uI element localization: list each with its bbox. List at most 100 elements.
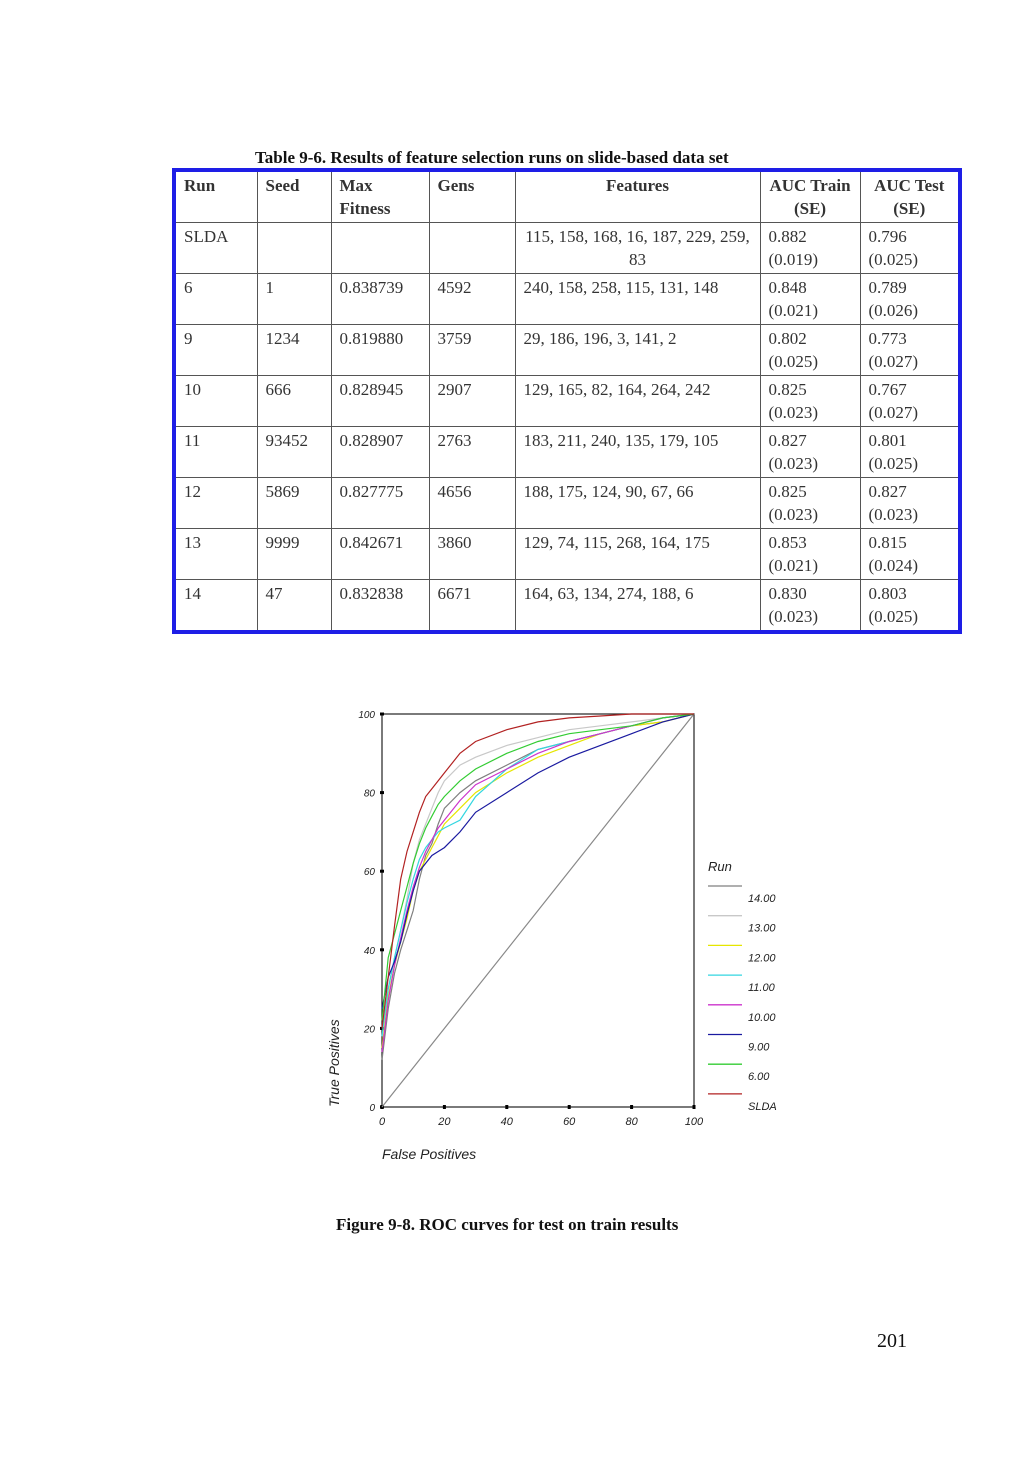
- gens-cell: 4592: [428, 273, 516, 325]
- seed-cell: [256, 222, 332, 274]
- roc-chart-svg: 0 20 40 60 80 100 0 20 40 60 80 100 False Positives T…: [326, 710, 777, 1162]
- auc-train-value: 0.827: [768, 431, 807, 450]
- table-row: 11 93452 0.828907 2763 183, 211, 240, 135, 1…: [173, 426, 961, 478]
- run-cell: 14: [173, 579, 258, 633]
- run-cell: 6: [173, 273, 258, 325]
- seed-cell: 47: [256, 579, 332, 633]
- auc-train-cell: 0.802 (0.025): [759, 324, 861, 376]
- gens-cell: 3860: [428, 528, 516, 580]
- series-line: [381, 713, 695, 1029]
- auc-test-se: (0.027): [868, 352, 919, 371]
- auc-train-cell: 0.825 (0.023): [759, 477, 861, 529]
- auc-train-value: 0.825: [768, 380, 807, 399]
- series-line: [381, 713, 695, 1037]
- series-line: [381, 713, 695, 1009]
- seed-cell: 9999: [256, 528, 332, 580]
- table-row: 6 1 0.838739 4592 240, 158, 258, 115, 131, 1…: [173, 273, 961, 325]
- y-tick-mark: [380, 869, 384, 873]
- y-tick-mark: [380, 791, 384, 795]
- legend-label: 10.00: [748, 1012, 776, 1024]
- features-cell: 183, 211, 240, 135, 179, 105: [514, 426, 761, 478]
- auc-test-se: (0.024): [868, 556, 919, 575]
- max-fitness-cell: 0.828907: [330, 426, 430, 478]
- legend-label: 6.00: [748, 1071, 770, 1083]
- legend-label: 11.00: [748, 982, 776, 994]
- features-cell: 188, 175, 124, 90, 67, 66: [514, 477, 761, 529]
- auc-train-se: (0.023): [768, 403, 819, 422]
- legend-label: SLDA: [748, 1101, 777, 1113]
- auc-train-se: (0.021): [768, 301, 819, 320]
- table-header-row: Run Seed Max Fitness Gens Features AUC T…: [173, 169, 961, 223]
- gens-cell: 2763: [428, 426, 516, 478]
- auc-test-se: (0.027): [868, 403, 919, 422]
- run-cell: 13: [173, 528, 258, 580]
- run-cell: SLDA: [173, 222, 258, 274]
- features-cell: 129, 165, 82, 164, 264, 242: [514, 375, 761, 427]
- auc-test-se: (0.023): [868, 505, 919, 524]
- header-run: Run: [173, 169, 258, 223]
- y-tick-label: 20: [363, 1024, 376, 1035]
- legend-label: 14.00: [748, 893, 776, 905]
- x-tick-label: 20: [437, 1116, 451, 1128]
- max-fitness-cell: 0.832838: [330, 579, 430, 633]
- table-caption: Table 9-6. Results of feature selection …: [255, 148, 729, 167]
- y-tick-label: 40: [364, 946, 376, 957]
- table-row: 10 666 0.828945 2907 129, 165, 82, 164, 264,…: [173, 375, 961, 427]
- legend-label: 12.00: [748, 952, 776, 964]
- x-tick-label: 0: [379, 1116, 386, 1128]
- page-number: 201: [877, 1330, 907, 1352]
- auc-test-cell: 0.773 (0.027): [859, 324, 961, 376]
- max-fitness-cell: 0.838739: [330, 273, 430, 325]
- auc-test-cell: 0.803 (0.025): [859, 579, 961, 633]
- header-max-fitness: Max Fitness: [330, 169, 430, 223]
- header-seed: Seed: [256, 169, 332, 223]
- auc-test-se: (0.025): [868, 454, 919, 473]
- seed-cell: 5869: [256, 477, 332, 529]
- auc-test-cell: 0.789 (0.026): [859, 273, 961, 325]
- y-tick-label: 100: [358, 710, 375, 721]
- auc-test-cell: 0.815 (0.024): [859, 528, 961, 580]
- legend-label: 13.00: [748, 923, 776, 935]
- auc-test-cell: 0.827 (0.023): [859, 477, 961, 529]
- y-tick-label: 80: [364, 789, 376, 800]
- figure-caption: Figure 9-8. ROC curves for test on train…: [336, 1215, 679, 1234]
- auc-train-cell: 0.853 (0.021): [759, 528, 861, 580]
- series-line: [381, 713, 695, 1021]
- roc-chart: 0 20 40 60 80 100 0 20 40 60 80 100 False Positives T…: [320, 700, 800, 1180]
- series-line: [381, 713, 695, 1049]
- auc-test-value: 0.789: [868, 278, 907, 297]
- gens-cell: 4656: [428, 477, 516, 529]
- auc-test-se: (0.025): [868, 607, 919, 626]
- table-row: 12 5869 0.827775 4656 188, 175, 124, 90, 67,…: [173, 477, 961, 529]
- results-table: Run Seed Max Fitness Gens Features AUC T…: [172, 168, 962, 634]
- features-cell: 129, 74, 115, 268, 164, 175: [514, 528, 761, 580]
- auc-test-value: 0.773: [868, 329, 907, 348]
- seed-cell: 93452: [256, 426, 332, 478]
- table-row: 13 9999 0.842671 3860 129, 74, 115, 268, 164…: [173, 528, 961, 580]
- x-axis-label: False Positives: [382, 1146, 476, 1162]
- features-cell: 29, 186, 196, 3, 141, 2: [514, 324, 761, 376]
- auc-test-value: 0.827: [868, 482, 907, 501]
- max-fitness-cell: 0.827775: [330, 477, 430, 529]
- auc-train-value: 0.853: [768, 533, 807, 552]
- max-fitness-cell: 0.819880: [330, 324, 430, 376]
- auc-train-cell: 0.882 (0.019): [759, 222, 861, 274]
- header-gens: Gens: [428, 169, 516, 223]
- auc-test-cell: 0.796 (0.025): [859, 222, 961, 274]
- auc-test-value: 0.815: [868, 533, 907, 552]
- series-line: [381, 713, 695, 1060]
- auc-train-value: 0.802: [768, 329, 807, 348]
- auc-train-value: 0.825: [768, 482, 807, 501]
- header-auc-train: AUC Train (SE): [759, 169, 861, 223]
- y-tick-mark: [380, 1026, 384, 1030]
- series-line: [381, 713, 694, 1029]
- series-line: [381, 713, 695, 1053]
- gens-cell: [428, 222, 516, 274]
- auc-test-value: 0.801: [868, 431, 907, 450]
- x-tick-mark: [630, 1105, 634, 1109]
- auc-train-se: (0.019): [768, 250, 819, 269]
- legend-label: 9.00: [748, 1042, 770, 1054]
- table-body: SLDA 115, 158, 168, 16, 187, 229, 259, 83…: [173, 222, 961, 633]
- auc-test-se: (0.025): [868, 250, 919, 269]
- auc-train-se: (0.021): [768, 556, 819, 575]
